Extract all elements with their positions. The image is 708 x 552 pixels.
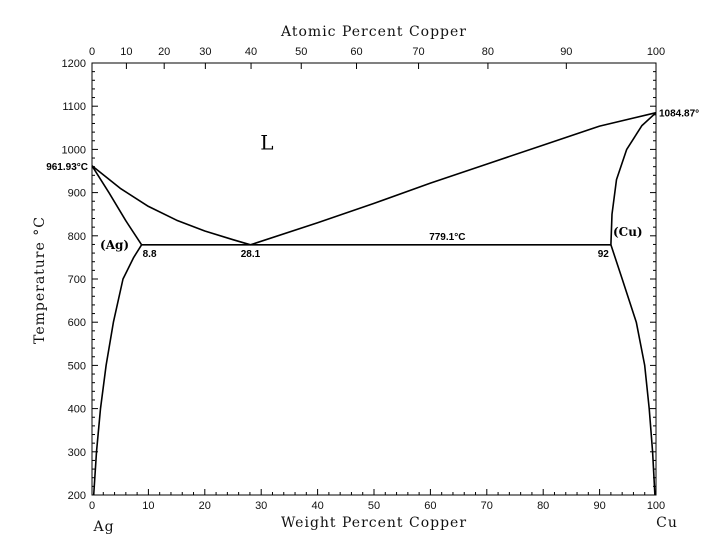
- comp-cu-label: 92: [598, 249, 610, 260]
- x-tick-label: 60: [424, 500, 436, 512]
- x-top-tick-label: 90: [560, 46, 572, 58]
- x-top-tick-label: 10: [120, 46, 132, 58]
- x-tick-label: 20: [199, 500, 211, 512]
- x-tick-label: 0: [89, 500, 95, 512]
- x-axis-top-title: Atomic Percent Copper: [280, 24, 467, 40]
- x-top-tick-label: 40: [245, 46, 257, 58]
- y-tick-label: 1200: [62, 58, 86, 70]
- x-top-tick-label: 100: [647, 46, 665, 58]
- y-axis: 200 300 400 500 600 700 800 900 1000 1100 1200: [62, 58, 656, 502]
- y-tick-label: 300: [68, 447, 86, 459]
- plot-frame-rect: [91, 62, 657, 496]
- x-top-tick-label: 80: [482, 46, 494, 58]
- y-tick-label: 500: [68, 360, 86, 372]
- y-tick-label: 900: [68, 188, 86, 200]
- comp-eutectic-label: 28.1: [241, 249, 261, 260]
- liquidus-cu-curve: [250, 111, 657, 246]
- y-tick-label: 700: [68, 274, 86, 286]
- comp-ag-label: 8.8: [143, 249, 157, 260]
- x-axis-bottom-title: Weight Percent Copper: [281, 515, 467, 531]
- phase-labels: L (Ag) (Cu): [100, 130, 643, 251]
- solidus-ag-curve: [91, 165, 143, 246]
- x-tick-label: 70: [481, 500, 493, 512]
- phase-boundaries: [91, 111, 657, 496]
- x-tick-label: 90: [593, 500, 605, 512]
- plot-frame: [91, 62, 657, 496]
- solidus-cu-curve: [610, 112, 657, 245]
- y-tick-label: 1000: [62, 144, 86, 156]
- x-axis-bottom: 0 10 20 30 40 50 60 70 80 90 100: [89, 489, 665, 512]
- x-tick-label: 40: [311, 500, 323, 512]
- annotations: 961.93°C 1084.87° 779.1°C 8.8 28.1 92: [46, 109, 699, 260]
- solvus-cu-curve: [610, 244, 656, 496]
- y-tick-label: 800: [68, 231, 86, 243]
- y-tick-label: 1100: [62, 101, 86, 113]
- x-tick-label: 30: [255, 500, 267, 512]
- x-top-tick-label: 20: [158, 46, 170, 58]
- x-top-tick-label: 50: [295, 46, 307, 58]
- y-tick-label: 400: [68, 404, 86, 416]
- cu-melting-label: 1084.87°: [659, 109, 699, 120]
- x-tick-label: 50: [368, 500, 380, 512]
- liquid-phase-label: L: [260, 130, 273, 154]
- x-tick-label: 10: [142, 500, 154, 512]
- x-top-tick-label: 70: [412, 46, 424, 58]
- right-element-label: Cu: [656, 515, 678, 531]
- x-tick-label: 80: [537, 500, 549, 512]
- ag-melting-label: 961.93°C: [46, 162, 88, 173]
- solvus-ag-curve: [92, 244, 143, 496]
- beta-cu-phase-label: (Cu): [613, 225, 643, 239]
- x-top-tick-label: 30: [199, 46, 211, 58]
- y-tick-label: 200: [68, 490, 86, 502]
- x-tick-label: 100: [647, 500, 665, 512]
- alpha-ag-phase-label: (Ag): [100, 238, 129, 252]
- x-top-tick-label: 0: [89, 46, 95, 58]
- x-top-tick-label: 60: [350, 46, 362, 58]
- y-axis-title: Temperature °C: [32, 216, 48, 344]
- liquidus-ag-curve: [91, 165, 251, 246]
- eutectic-temp-label: 779.1°C: [429, 232, 465, 243]
- x-axis-top: 0 10 20 30 40 50 60 70 80 90 100: [89, 46, 665, 69]
- left-element-label: Ag: [92, 519, 114, 535]
- y-tick-label: 600: [68, 317, 86, 329]
